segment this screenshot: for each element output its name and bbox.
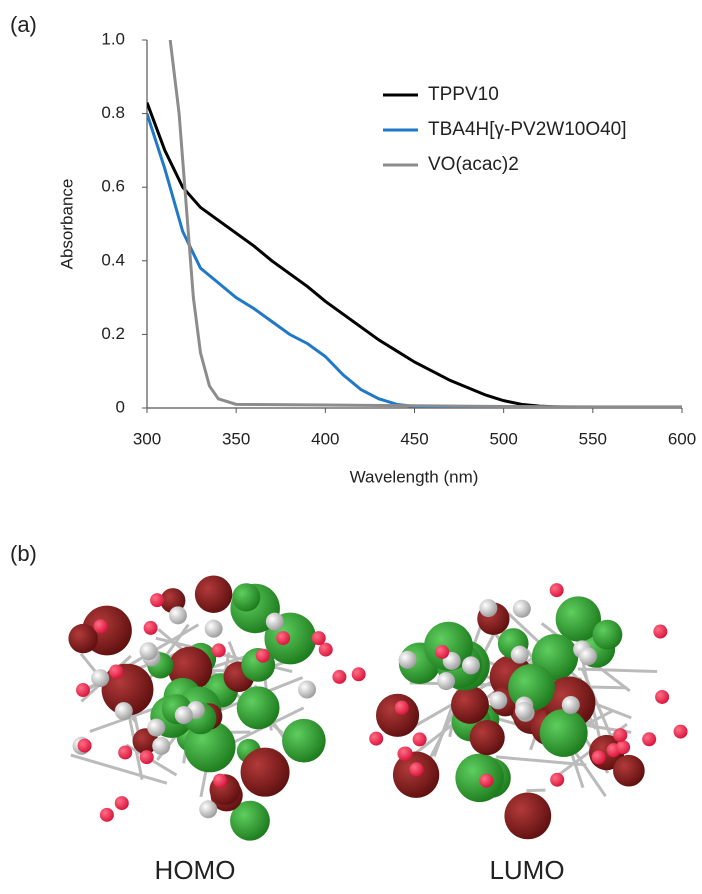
atom [399,651,417,669]
atom [298,681,316,699]
lobe [232,583,260,611]
atom [479,599,497,617]
series-line [170,40,682,407]
lobe [241,748,290,797]
lobe [282,719,326,763]
orbital-label: LUMO [489,855,564,885]
x-tick-label: 300 [133,429,161,448]
lobe [237,686,280,729]
lobe [376,694,419,737]
oxygen [435,645,449,659]
x-tick-label: 600 [668,429,696,448]
atom [562,696,580,714]
atom [462,656,480,674]
atom [579,647,597,665]
legend-label: TBA4H[γ-PV2W10O40] [428,119,627,140]
atom [152,737,170,755]
lobe [593,620,623,650]
atom [199,800,217,818]
lobe [470,720,505,755]
oxygen [332,670,346,684]
y-tick-label: 0.4 [101,250,125,269]
lobe [455,754,503,802]
oxygen [109,665,123,679]
atom [140,642,158,660]
oxygen [312,631,326,645]
oxygen [409,762,423,776]
atom [489,691,507,709]
lobe [68,624,97,653]
oxygen [674,725,688,739]
x-tick-label: 400 [311,429,339,448]
oxygen [213,774,227,788]
oxygen [76,683,90,697]
oxygen [150,593,164,607]
oxygen [399,746,413,760]
atom [513,600,531,618]
y-axis-title: Absorbance [57,179,76,270]
atom [437,672,455,690]
lobe [451,686,489,724]
atom [515,702,533,720]
x-tick-label: 350 [222,429,250,448]
oxygen [144,621,158,635]
atom [147,719,165,737]
oxygen [613,728,627,742]
orbital-label: HOMO [155,855,236,885]
figure: (a) (b) Wavelength (nm) Absorbance HOMO … [0,0,702,894]
atom [175,706,193,724]
oxygen [94,619,108,633]
atom [91,669,109,687]
x-tick-label: 550 [579,429,607,448]
oxygen [118,745,132,759]
panel-label: (b) [10,541,37,566]
y-tick-label: 0.2 [101,324,125,343]
oxygen [115,796,129,810]
oxygen [276,631,290,645]
oxygen [140,750,154,764]
bond [578,669,657,671]
orbital-images [68,575,687,840]
oxygen [413,732,427,746]
lobe [540,709,588,757]
series-line [147,103,682,408]
oxygen [369,732,383,746]
atom [169,606,187,624]
oxygen [550,773,564,787]
lobe [613,755,645,787]
oxygen [655,690,669,704]
oxygen [592,750,606,764]
oxygen [352,667,366,681]
oxygen [212,643,226,657]
oxygen [100,808,114,822]
oxygen [550,583,564,597]
panel-label: (a) [10,12,37,37]
atom [511,646,529,664]
oxygen [653,625,667,639]
x-tick-label: 450 [400,429,428,448]
oxygen [479,774,493,788]
y-tick-label: 0 [116,397,125,416]
oxygen [395,701,409,715]
legend-label: TPPV10 [428,84,499,105]
y-tick-label: 1.0 [101,29,125,48]
y-tick-label: 0.8 [101,103,125,122]
oxygen [616,740,630,754]
lobe [504,793,551,840]
x-tick-label: 500 [489,429,517,448]
y-tick-label: 0.6 [101,177,125,196]
atom [266,613,284,631]
legend-label: VO(acac)2 [428,154,519,175]
oxygen [256,649,270,663]
oxygen [78,739,92,753]
lobe [195,575,232,612]
atom [205,620,223,638]
atom [115,702,133,720]
oxygen [642,732,656,746]
x-axis-title: Wavelength (nm) [350,467,479,486]
